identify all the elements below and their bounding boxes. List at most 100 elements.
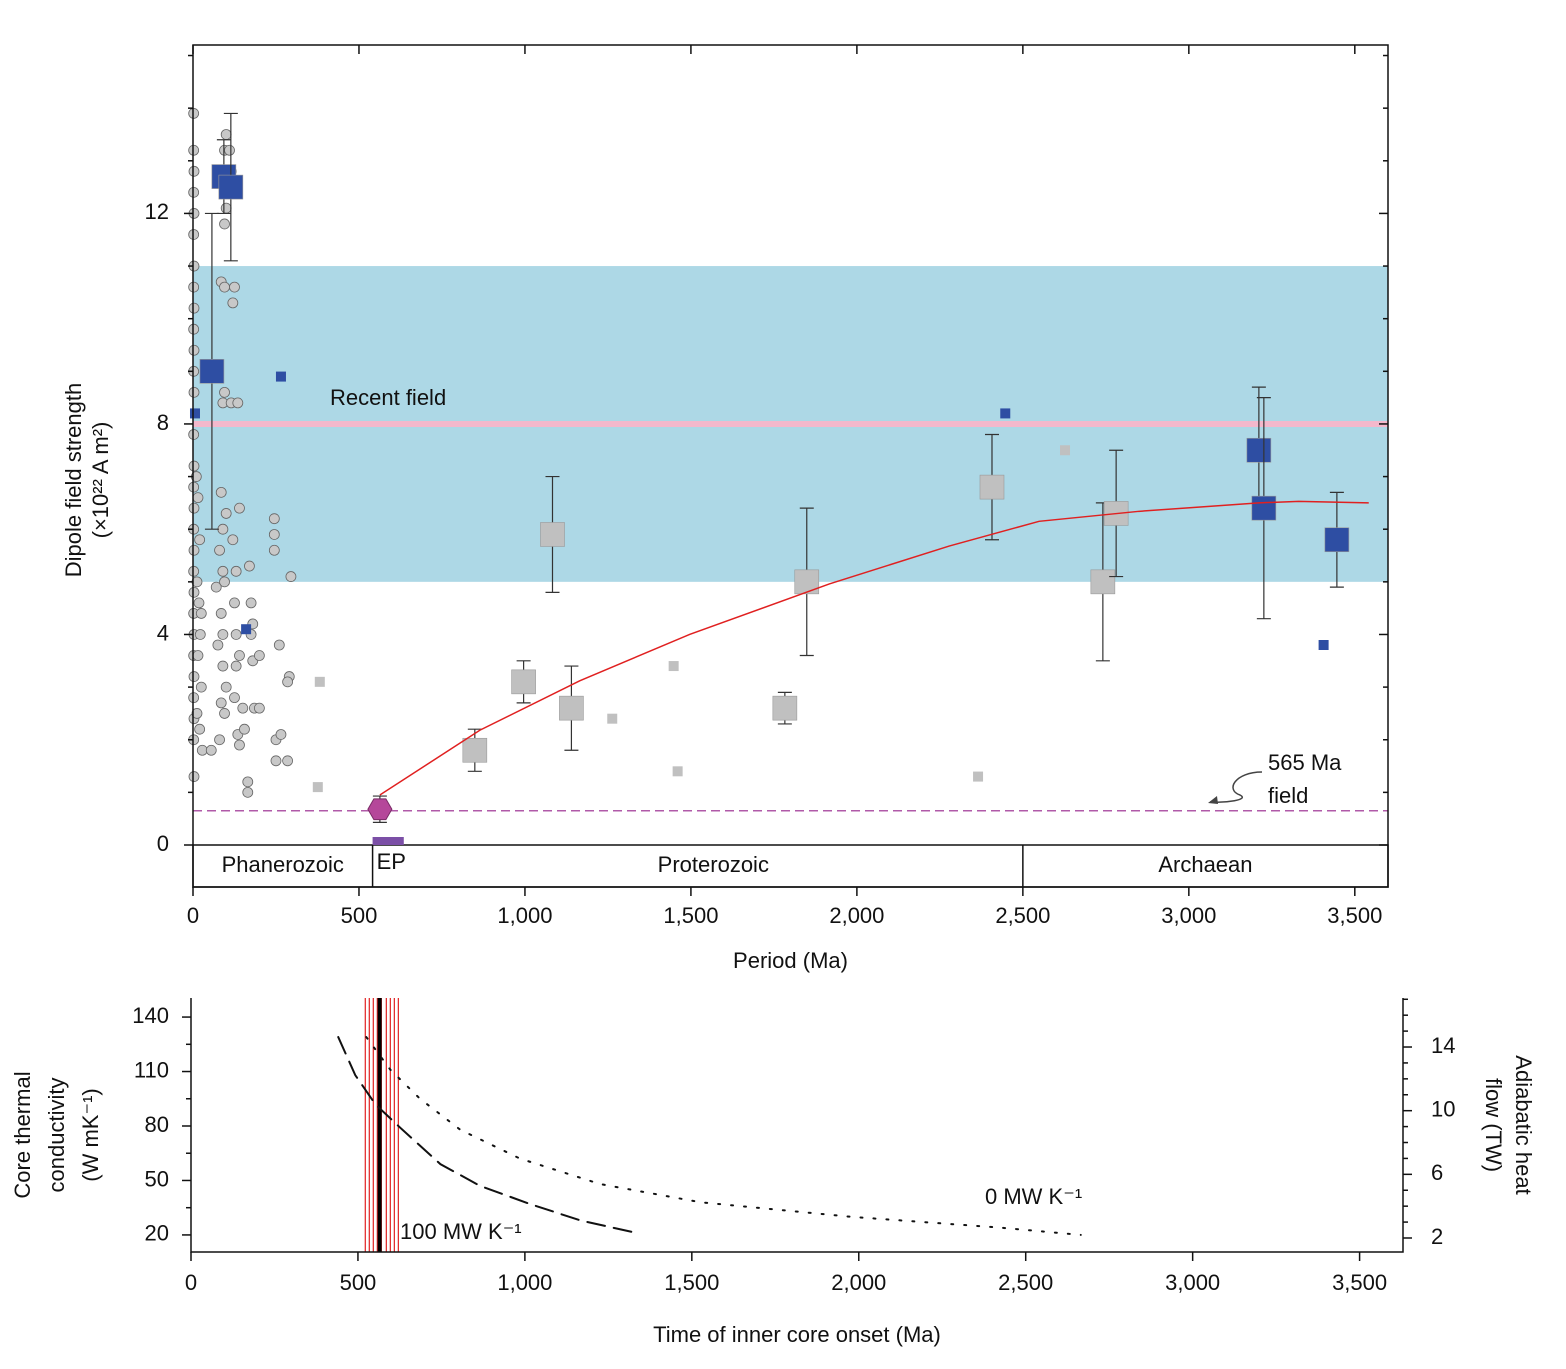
data-point bbox=[607, 713, 618, 724]
x-tick-label: 3,000 bbox=[1161, 903, 1216, 928]
annotation: 565 Ma bbox=[1268, 750, 1342, 775]
x-tick-label: 0 bbox=[187, 903, 199, 928]
data-point bbox=[217, 565, 229, 577]
data-point bbox=[244, 560, 255, 572]
x-axis-label: Time of inner core onset (Ma) bbox=[653, 1322, 941, 1347]
data-point bbox=[229, 692, 240, 704]
data-point bbox=[215, 486, 227, 498]
y-tick-label: 4 bbox=[157, 620, 169, 645]
era-label: Proterozoic bbox=[658, 852, 769, 877]
data-point bbox=[205, 744, 217, 756]
data-point bbox=[194, 723, 206, 735]
x-tick-label: 2,000 bbox=[831, 1270, 886, 1295]
y-tick-label: 8 bbox=[157, 410, 169, 435]
data-point bbox=[189, 408, 200, 419]
data-point bbox=[188, 586, 200, 598]
series-label: 100 MW K⁻¹ bbox=[400, 1219, 522, 1244]
data-point bbox=[1318, 640, 1329, 650]
data-point bbox=[219, 576, 230, 588]
data-point bbox=[210, 581, 222, 593]
x-tick-label: 3,500 bbox=[1332, 1270, 1387, 1295]
data-point bbox=[219, 281, 230, 293]
data-point bbox=[196, 744, 208, 756]
x-tick-label: 1,000 bbox=[497, 1270, 552, 1295]
data-point bbox=[979, 474, 1005, 500]
data-point bbox=[195, 608, 207, 619]
y-tick-label: 80 bbox=[145, 1112, 169, 1137]
data-point bbox=[1000, 408, 1011, 419]
era-bar bbox=[372, 837, 404, 845]
data-point bbox=[188, 344, 200, 356]
data-point bbox=[188, 386, 200, 398]
data-point bbox=[220, 129, 232, 140]
data-point bbox=[188, 460, 200, 472]
y2-tick-label: 14 bbox=[1431, 1033, 1455, 1058]
data-point bbox=[217, 523, 229, 535]
data-point bbox=[241, 624, 252, 635]
data-point bbox=[188, 544, 200, 556]
data-point bbox=[668, 661, 679, 672]
data-point bbox=[192, 492, 204, 504]
data-point bbox=[220, 202, 232, 214]
y2-tick-label: 2 bbox=[1431, 1224, 1443, 1249]
data-point bbox=[268, 544, 280, 556]
data-point bbox=[275, 729, 287, 740]
plot-frame bbox=[192, 44, 1389, 888]
data-point bbox=[230, 565, 242, 577]
data-point bbox=[1246, 437, 1272, 463]
y-tick-label: 110 bbox=[134, 1057, 169, 1082]
data-point bbox=[229, 281, 240, 293]
y-tick-label: 50 bbox=[145, 1166, 169, 1191]
arrow-head bbox=[1208, 796, 1218, 804]
data-point bbox=[273, 639, 285, 651]
data-point bbox=[237, 702, 249, 714]
y-axis-label: Core thermal bbox=[10, 1071, 35, 1198]
conductivity-curve bbox=[337, 1036, 639, 1235]
data-point bbox=[462, 737, 488, 763]
data-point bbox=[218, 174, 244, 200]
data-point bbox=[199, 359, 225, 384]
x-tick-label: 2,500 bbox=[995, 903, 1050, 928]
x-tick-label: 3,500 bbox=[1327, 903, 1382, 928]
data-point bbox=[672, 766, 683, 777]
data-point bbox=[229, 597, 240, 609]
data-point bbox=[217, 629, 229, 640]
data-point bbox=[285, 571, 297, 582]
data-point bbox=[234, 739, 245, 751]
data-point bbox=[215, 697, 227, 709]
data-point bbox=[214, 544, 225, 556]
data-point bbox=[268, 513, 280, 525]
data-point bbox=[239, 723, 250, 735]
annotation-arrow bbox=[1209, 771, 1263, 803]
series-label: 0 MW K⁻¹ bbox=[985, 1184, 1082, 1209]
data-point bbox=[188, 302, 200, 314]
data-point bbox=[227, 297, 239, 309]
y2-tick-label: 10 bbox=[1431, 1096, 1455, 1121]
x-tick-label: 2,500 bbox=[998, 1270, 1053, 1295]
data-point bbox=[220, 681, 232, 693]
y2-tick-label: 6 bbox=[1431, 1160, 1443, 1185]
data-point bbox=[772, 695, 798, 721]
data-point bbox=[270, 755, 282, 767]
x-tick-label: 0 bbox=[185, 1270, 197, 1295]
data-point bbox=[195, 681, 207, 693]
data-point bbox=[275, 371, 286, 382]
data-point bbox=[193, 597, 205, 609]
data-point bbox=[973, 771, 984, 782]
y-axis-label: conductivity bbox=[44, 1078, 69, 1193]
data-point bbox=[245, 597, 257, 609]
x-tick-label: 3,000 bbox=[1165, 1270, 1220, 1295]
y-axis-label: (×10²² A m²) bbox=[88, 422, 113, 539]
x-tick-label: 1,500 bbox=[663, 903, 718, 928]
data-point bbox=[220, 508, 232, 519]
data-point bbox=[219, 386, 230, 398]
y-axis-label: (W mK⁻¹) bbox=[78, 1088, 103, 1181]
data-point bbox=[217, 660, 229, 672]
era-label: EP bbox=[377, 849, 406, 874]
data-point bbox=[242, 786, 254, 798]
data-point bbox=[234, 502, 245, 514]
data-point bbox=[214, 734, 225, 746]
data-point bbox=[312, 782, 323, 793]
x-tick-label: 500 bbox=[341, 903, 378, 928]
recent-field-label: Recent field bbox=[330, 385, 446, 410]
